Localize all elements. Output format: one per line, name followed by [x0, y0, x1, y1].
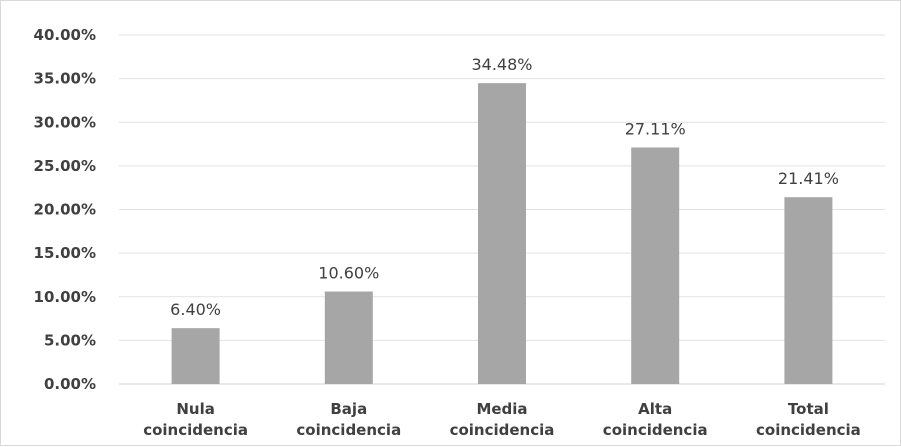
x-category-label: Media — [476, 400, 527, 418]
y-tick-label: 30.00% — [34, 113, 96, 131]
y-tick-label: 25.00% — [34, 157, 96, 175]
bar — [631, 147, 680, 384]
data-label: 21.41% — [778, 169, 839, 188]
y-tick-label: 5.00% — [44, 331, 96, 349]
bar — [324, 291, 373, 384]
x-category-label: Total — [788, 400, 829, 418]
x-category-label: Alta — [638, 400, 672, 418]
bars — [171, 83, 833, 385]
bar — [171, 328, 220, 384]
y-axis-tick-labels: 0.00% 5.00% 10.00% 15.00% 20.00% 25.00% 30.00%… — [34, 26, 96, 393]
data-label: 10.60% — [318, 264, 379, 283]
x-category-label: coincidencia — [143, 421, 248, 439]
x-category-label: coincidencia — [296, 421, 401, 439]
x-category-label: Nula — [176, 400, 215, 418]
data-label: 34.48% — [471, 55, 532, 74]
data-label: 6.40% — [170, 300, 221, 319]
y-tick-label: 20.00% — [34, 201, 96, 219]
x-category-label: Baja — [330, 400, 367, 418]
bar — [478, 83, 526, 385]
x-category-label: coincidencia — [603, 421, 708, 439]
x-axis-category-labels: Nula coincidencia Baja coincidencia Media coi… — [143, 400, 861, 439]
y-tick-label: 35.00% — [34, 70, 96, 88]
bar — [784, 197, 833, 384]
x-category-label: coincidencia — [756, 421, 861, 439]
y-tick-label: 15.00% — [34, 244, 96, 262]
y-tick-label: 10.00% — [34, 288, 96, 306]
x-category-label: coincidencia — [450, 421, 555, 439]
y-tick-label: 0.00% — [44, 375, 96, 393]
data-labels: 6.40% 10.60% 34.48% 27.11% 21.41% — [170, 55, 839, 319]
y-tick-label: 40.00% — [34, 26, 96, 44]
data-label: 27.11% — [625, 119, 686, 138]
